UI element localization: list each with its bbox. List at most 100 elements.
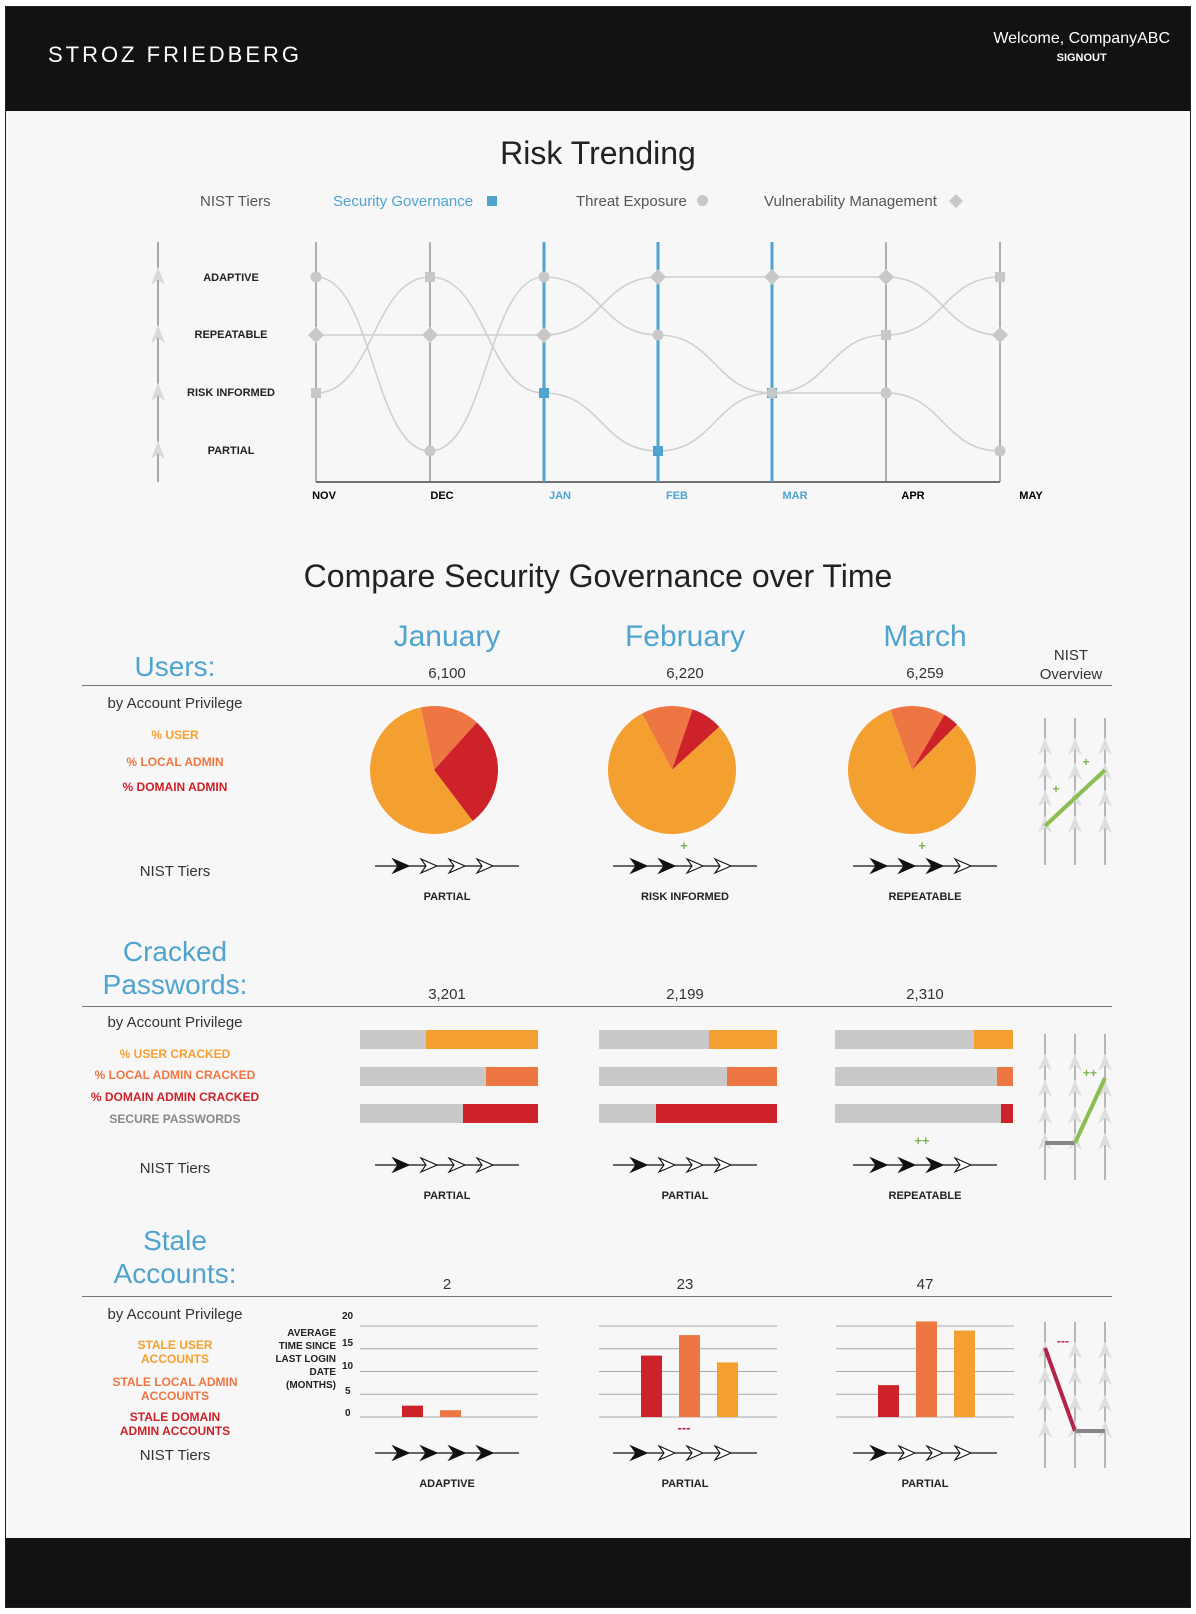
users-delta-feb: + — [680, 838, 688, 853]
month-label-jan[interactable]: JAN — [548, 490, 571, 502]
overview-stale-delta: --- — [1057, 1334, 1069, 1348]
welcome-text: Welcome, CompanyABC — [993, 30, 1170, 47]
sg-point — [311, 388, 321, 398]
pie-slice-user — [848, 709, 977, 834]
stale-count-feb: 23 — [676, 1276, 694, 1293]
stale-bar-local-admin — [440, 1410, 461, 1417]
cracked-bar-fill — [1000, 1104, 1013, 1123]
users-cat-user: % USER — [151, 728, 199, 742]
users-tier-jan: PARTIAL — [423, 891, 471, 903]
month-label-feb[interactable]: FEB — [666, 490, 688, 502]
tier-label-risk-informed: RISK INFORMED — [187, 387, 275, 399]
cracked-bar-fill — [463, 1104, 538, 1123]
sg-point — [881, 330, 891, 340]
legend-threat-exposure[interactable]: Threat Exposure — [576, 193, 709, 210]
users-heading: Users: — [134, 651, 216, 682]
cracked-tier-feb: PARTIAL — [661, 1190, 709, 1202]
month-label-nov: NOV — [312, 490, 336, 502]
legend-security-governance[interactable]: Security Governance — [333, 193, 498, 210]
signout-link[interactable]: SIGNOUT — [1056, 52, 1107, 64]
cracked-bar-user — [835, 1030, 1013, 1049]
overview-cracked-delta: ++ — [1082, 1066, 1097, 1080]
te-point — [310, 271, 322, 283]
cracked-bar-local-admin — [599, 1067, 777, 1086]
pie-slice-local-admin — [890, 706, 945, 770]
stale-nist-tiers-label: NIST Tiers — [139, 1447, 211, 1464]
pie-slice-domain-admin — [434, 722, 498, 821]
month-label-mar[interactable]: MAR — [782, 490, 808, 502]
te-point — [880, 387, 892, 399]
legend-te-label: Threat Exposure — [576, 193, 687, 210]
tier-arrow-icon — [151, 267, 165, 285]
cracked-bar-fill — [973, 1030, 1013, 1049]
stale-ytick-5: 5 — [345, 1386, 351, 1397]
cracked-heading-line1: Cracked — [122, 936, 228, 967]
cracked-count-feb: 2,199 — [666, 986, 704, 1003]
overview-users-delta-2: + — [1082, 755, 1090, 769]
stale-bar-user — [954, 1330, 975, 1417]
stale-count-mar: 47 — [916, 1276, 934, 1293]
circle-icon — [697, 195, 709, 206]
stale-cat-local-admin: STALE LOCAL ADMIN ACCOUNTS — [112, 1375, 238, 1404]
stale-ytick-0: 0 — [345, 1408, 351, 1419]
vm-point — [308, 327, 324, 343]
cracked-tier-mar: REPEATABLE — [888, 1190, 962, 1202]
users-divider — [82, 685, 1112, 686]
users-pie-charts — [370, 706, 977, 834]
stale-bar-domain-admin — [402, 1405, 423, 1417]
stale-tier-feb: PARTIAL — [661, 1478, 709, 1490]
vm-point — [650, 269, 666, 285]
cracked-bar-user — [599, 1030, 777, 1049]
stale-heading-line1: Stale — [143, 1225, 207, 1256]
users-by-privilege: by Account Privilege — [107, 695, 243, 712]
month-label-may: MAY — [1019, 490, 1043, 502]
cracked-bar-domain-admin — [360, 1104, 538, 1123]
sg-point — [539, 388, 549, 398]
stale-bar-charts — [360, 1321, 1014, 1418]
top-bar — [6, 7, 1190, 111]
stale-y-axis-label: AVERAGE TIME SINCE LAST LOGIN DATE (MONT… — [275, 1328, 336, 1391]
stale-divider — [82, 1296, 1112, 1297]
tier-arrow-icon — [151, 325, 165, 343]
cracked-count-mar: 2,310 — [906, 986, 944, 1003]
pie-slice-user — [370, 707, 473, 834]
cracked-bar-local-admin — [360, 1067, 538, 1086]
legend-vm-label: Vulnerability Management — [764, 193, 937, 210]
cracked-bar-local-admin — [835, 1067, 1013, 1086]
month-label-dec: DEC — [430, 490, 454, 502]
cracked-cat-user: % USER CRACKED — [119, 1047, 231, 1061]
cracked-bar-fill — [655, 1104, 777, 1123]
users-nist-tiers-label: NIST Tiers — [139, 863, 211, 880]
stale-cat-domain-admin: STALE DOMAIN ADMIN ACCOUNTS — [119, 1410, 231, 1439]
cracked-tier-jan: PARTIAL — [423, 1190, 471, 1202]
cracked-bar-fill — [727, 1067, 777, 1086]
cracked-divider — [82, 1006, 1112, 1007]
page-frame — [5, 6, 1191, 1608]
stale-bar-domain-admin — [641, 1355, 662, 1417]
vm-point — [992, 327, 1008, 343]
month-heading-february: February — [624, 620, 746, 653]
stale-tier-jan: ADAPTIVE — [419, 1478, 475, 1490]
month-heading-march: March — [883, 620, 967, 653]
brand-logo: STROZ FRIEDBERG — [48, 42, 303, 67]
tier-label-adaptive: ADAPTIVE — [203, 272, 259, 284]
vm-point — [422, 327, 438, 343]
sg-point — [995, 272, 1005, 282]
users-delta-mar: + — [918, 838, 926, 853]
tier-arrow-icon — [151, 383, 165, 401]
tier-label-partial: PARTIAL — [207, 445, 255, 457]
te-point — [424, 445, 436, 457]
nist-overview-heading: NIST Overview — [1039, 647, 1103, 683]
risk-trending-chart — [151, 242, 1008, 483]
users-count-feb: 6,220 — [666, 665, 704, 682]
stale-ytick-10: 10 — [342, 1361, 354, 1372]
cracked-bar-domain-admin — [835, 1104, 1013, 1123]
user-welcome: Welcome, CompanyABC SIGNOUT — [993, 30, 1170, 64]
compare-title: Compare Security Governance over Time — [303, 558, 893, 594]
cracked-cat-domain-admin: % DOMAIN ADMIN CRACKED — [90, 1090, 260, 1104]
users-count-mar: 6,259 — [906, 665, 944, 682]
users-cat-domain-admin: % DOMAIN ADMIN — [122, 780, 228, 794]
legend-vulnerability-management[interactable]: Vulnerability Management — [764, 193, 964, 210]
legend-nist-tiers: NIST Tiers — [200, 193, 271, 210]
pie-slice-local-admin — [420, 706, 477, 770]
